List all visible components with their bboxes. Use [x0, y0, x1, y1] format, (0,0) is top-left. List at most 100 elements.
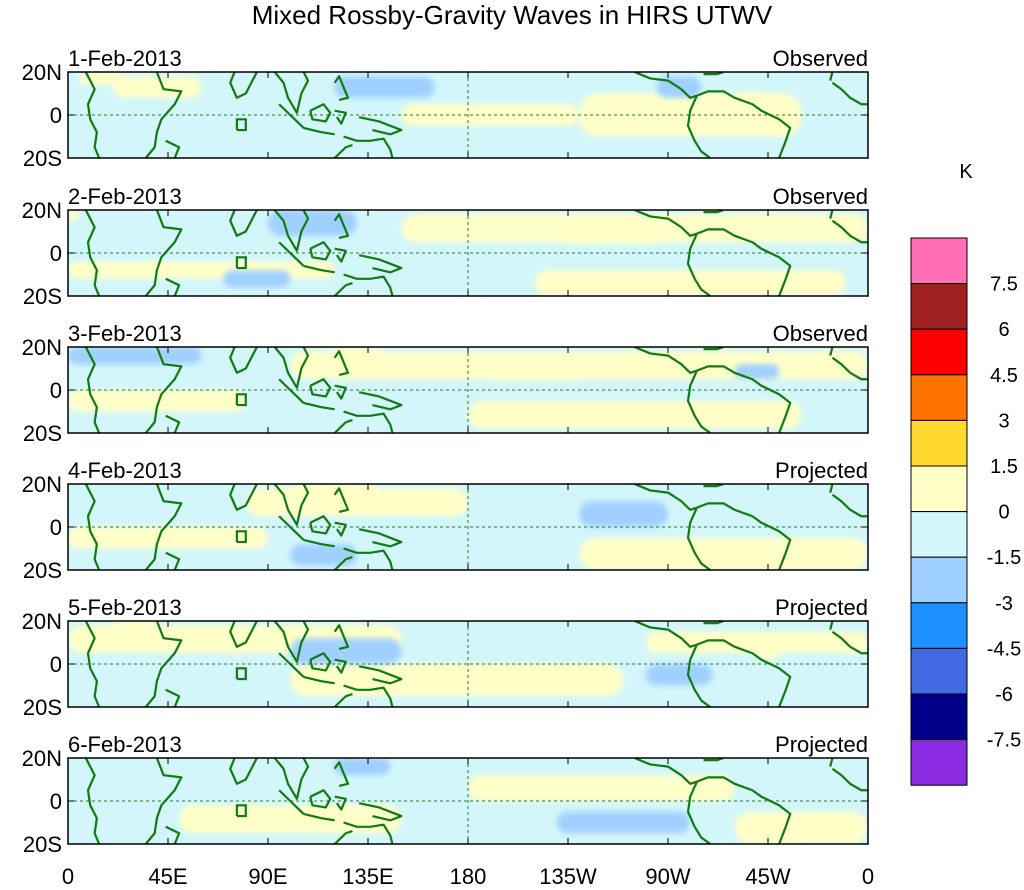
panel-field	[68, 758, 868, 844]
panel-date: 1-Feb-2013	[68, 46, 182, 71]
coastline	[273, 758, 310, 800]
coastline	[229, 758, 258, 785]
x-tick-label: 45W	[745, 864, 790, 889]
coastline	[303, 401, 335, 411]
coastline	[84, 484, 101, 570]
colorbar-swatch	[910, 511, 968, 558]
x-tick-label: 135W	[539, 864, 597, 889]
anomaly-region	[756, 646, 780, 660]
coastline	[333, 693, 353, 707]
coastline	[333, 624, 350, 651]
coastline	[334, 384, 347, 400]
coastline	[343, 684, 394, 707]
panel-1: 20N 0 20S 1-Feb-2013 Observed	[22, 46, 869, 171]
panel-date: 5-Feb-2013	[68, 595, 182, 620]
coastline	[165, 551, 181, 570]
coastline	[334, 247, 347, 263]
anomaly-region	[112, 621, 157, 643]
x-tick-label: 90E	[248, 864, 287, 889]
coastline	[358, 528, 403, 548]
x-tick-label: 180	[450, 864, 487, 889]
anomaly-region	[68, 527, 268, 549]
colorbar-label: 3	[998, 410, 1009, 432]
coastline	[165, 139, 181, 158]
colorbar-swatch	[910, 465, 968, 513]
colorbar-label: 4.5	[990, 365, 1018, 387]
x-axis: 0 45E 90E 135E 180 135W 90W 45W 0	[62, 864, 874, 889]
x-tick-label: 45E	[148, 864, 187, 889]
coastline	[829, 484, 834, 493]
coastline	[84, 210, 101, 296]
coastline	[831, 630, 868, 655]
coastline	[84, 758, 101, 844]
coastline	[273, 347, 310, 389]
coastline	[829, 758, 834, 767]
panel-5: 20N 0 20S 5-Feb-2013 Projected	[22, 595, 869, 720]
colorbar-swatch	[910, 602, 968, 649]
coastlines	[84, 72, 868, 158]
coastline	[333, 419, 353, 433]
coastline	[831, 493, 868, 518]
coastline	[303, 812, 335, 822]
coastline	[229, 347, 258, 374]
coastline	[303, 675, 335, 685]
anomaly-region	[68, 210, 80, 221]
panel-field	[68, 347, 868, 433]
coastline	[229, 484, 258, 511]
y-tick-label: 20N	[22, 335, 62, 360]
coastline	[634, 347, 698, 374]
anomaly-region	[290, 664, 624, 697]
anomaly-region	[334, 76, 435, 98]
coastline	[303, 538, 335, 548]
coastlines	[84, 484, 868, 570]
coastline	[634, 484, 698, 511]
coastline	[686, 644, 711, 707]
coastline	[309, 652, 332, 672]
coastline	[278, 515, 305, 541]
colorbar-units: K	[959, 161, 973, 183]
panel-field	[68, 72, 868, 158]
coastline	[333, 830, 353, 844]
panel-3: 20N 0 20S 3-Feb-2013 Observed	[22, 321, 869, 446]
coastline	[686, 370, 711, 433]
coastline	[696, 365, 792, 433]
y-tick-label: 20S	[23, 146, 62, 171]
coastline	[333, 556, 353, 570]
coastline	[696, 502, 792, 570]
panel-field	[68, 484, 868, 570]
colorbar-swatch	[910, 693, 968, 741]
coastline	[686, 781, 711, 844]
coastline	[84, 621, 101, 707]
coastline	[831, 356, 868, 381]
coastline	[333, 761, 350, 788]
coastline	[278, 378, 305, 404]
coastline	[358, 665, 403, 685]
x-tick-label: 0	[862, 864, 874, 889]
coastline	[696, 228, 792, 296]
coastline	[831, 81, 868, 106]
coastline	[831, 767, 868, 792]
coastline	[334, 795, 347, 811]
coastline	[829, 72, 834, 81]
coastline	[165, 825, 181, 844]
anomaly-region	[468, 775, 735, 801]
coastline	[334, 658, 347, 674]
y-tick-label: 0	[50, 241, 62, 266]
coastline	[634, 758, 698, 785]
coastline	[686, 233, 711, 296]
coastline	[229, 621, 258, 648]
coastline	[273, 621, 310, 663]
y-tick-label: 20N	[22, 746, 62, 771]
y-tick-label: 0	[50, 103, 62, 128]
colorbar-label: -4.5	[987, 638, 1021, 660]
colorbar-swatch	[910, 374, 968, 421]
coastline	[829, 621, 834, 630]
coastline	[144, 484, 183, 570]
y-tick-label: 0	[50, 789, 62, 814]
coastline	[165, 688, 181, 707]
panel-date: 4-Feb-2013	[68, 458, 182, 483]
coastline	[634, 621, 698, 648]
coastline	[309, 103, 332, 123]
coastline	[165, 277, 181, 296]
y-tick-label: 0	[50, 652, 62, 677]
